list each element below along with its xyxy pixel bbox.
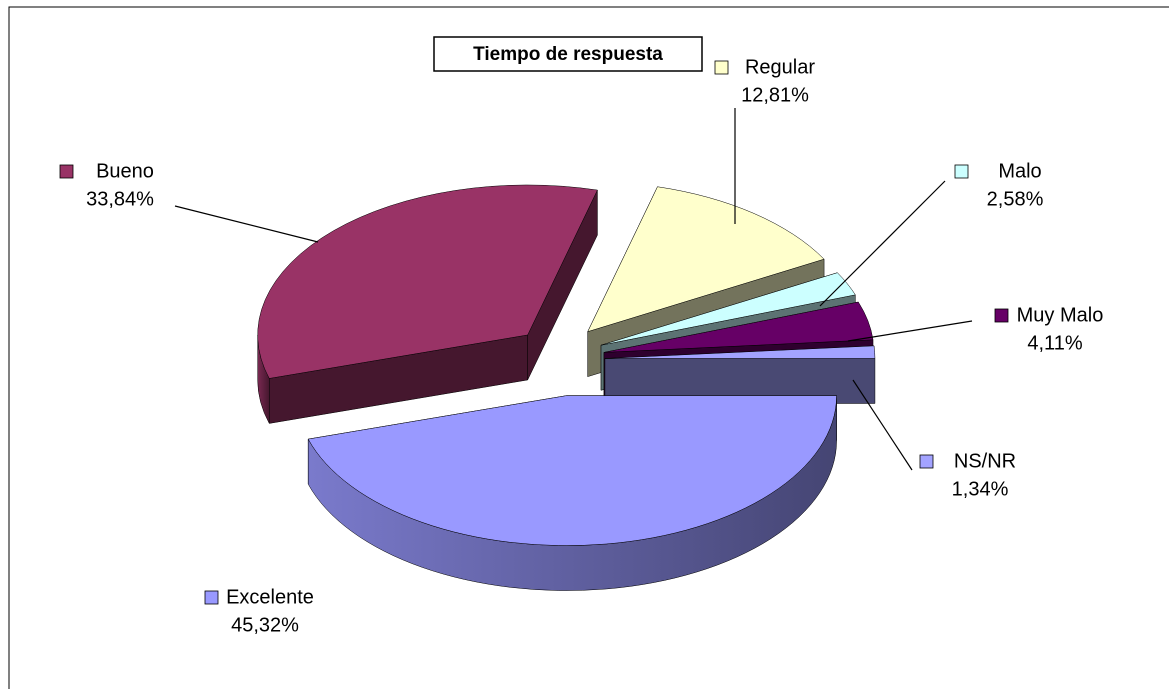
slice	[604, 345, 876, 404]
category-label: Malo	[998, 160, 1041, 182]
leader-line	[852, 379, 913, 471]
title-box	[433, 36, 703, 72]
category-label: Excelente	[226, 586, 314, 608]
leader-line	[819, 180, 946, 307]
slice-top	[600, 272, 856, 346]
legend-swatch	[994, 308, 1009, 323]
category-label: Regular	[745, 56, 815, 78]
legend-swatch	[59, 164, 74, 179]
category-label: Bueno	[96, 160, 154, 182]
value-label: 12,81%	[741, 84, 809, 106]
leader-line	[174, 205, 319, 243]
legend-swatch	[204, 590, 219, 605]
value-label: 4,11%	[1027, 332, 1082, 354]
slice	[307, 395, 837, 591]
legend-swatch	[714, 60, 729, 75]
slice-top	[604, 345, 876, 359]
value-label: 33,84%	[86, 188, 154, 210]
slice-top	[257, 184, 598, 379]
legend-swatch	[954, 164, 969, 179]
chart-title: Tiempo de respuesta	[473, 44, 663, 65]
value-label: 2,58%	[987, 188, 1044, 210]
category-label: Muy Malo	[1017, 304, 1104, 326]
chart-frame	[8, 6, 1169, 689]
value-label: 45,32%	[231, 614, 299, 636]
slice-top	[307, 395, 837, 546]
slice-top	[587, 186, 825, 333]
legend-swatch	[919, 454, 934, 469]
category-label: NS/NR	[954, 450, 1016, 472]
value-label: 1,34%	[952, 478, 1009, 500]
slice-top	[603, 301, 874, 353]
leader-line	[847, 320, 973, 342]
slice	[257, 184, 598, 424]
